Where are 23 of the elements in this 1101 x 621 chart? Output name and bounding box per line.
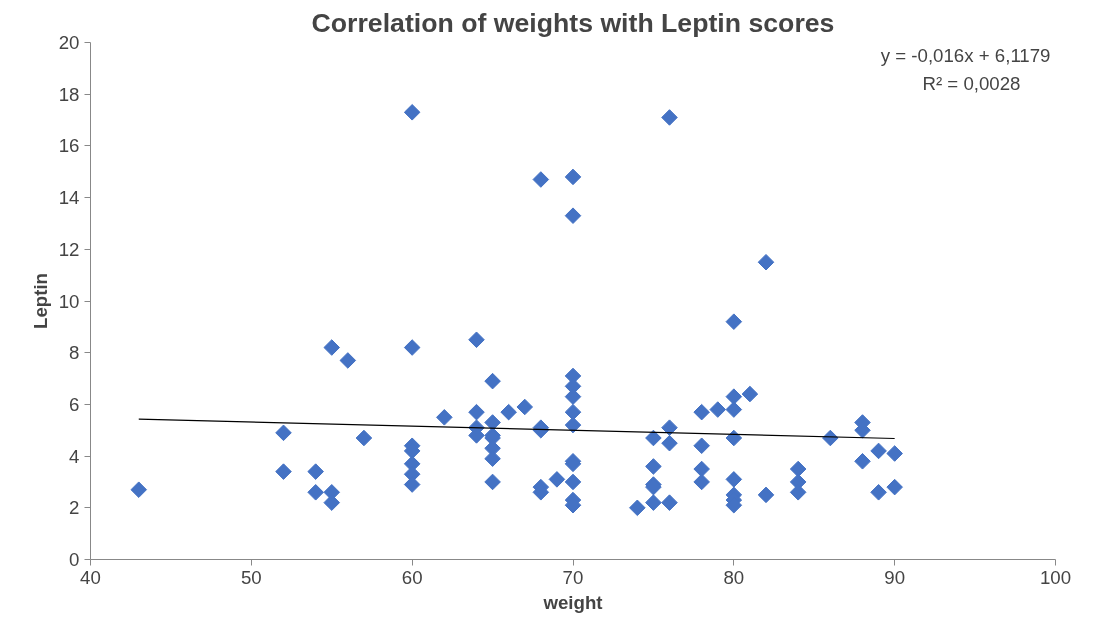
y-tick-label: 16 (58, 135, 80, 157)
y-axis-title: Leptin (29, 273, 51, 329)
x-tick-label: 60 (401, 566, 423, 588)
x-tick-label: 100 (1039, 566, 1072, 588)
y-tick-label: 10 (58, 290, 80, 312)
x-tick-label: 80 (723, 566, 745, 588)
y-tick-label: 18 (58, 83, 80, 105)
annotation: R² = 0,0028 (922, 72, 1021, 94)
y-tick-label: 0 (69, 549, 80, 570)
x-tick-label: 70 (562, 566, 584, 588)
y-tick-label: 6 (69, 393, 80, 415)
y-tick-label: 2 (69, 497, 80, 519)
x-tick-label: 40 (80, 566, 101, 588)
x-axis-title: weight (542, 591, 603, 613)
x-tick-label: 90 (884, 566, 906, 588)
y-tick-label: 14 (58, 187, 80, 209)
y-tick-label: 8 (69, 342, 80, 364)
x-tick-label: 50 (240, 566, 262, 588)
y-tick-label: 4 (69, 445, 80, 467)
chart-title: Correlation of weights with Leptin scores (311, 7, 835, 38)
annotation: y = -0,016x + 6,1179 (880, 44, 1051, 66)
y-tick-label: 12 (58, 238, 80, 260)
y-tick-label: 20 (58, 32, 80, 53)
